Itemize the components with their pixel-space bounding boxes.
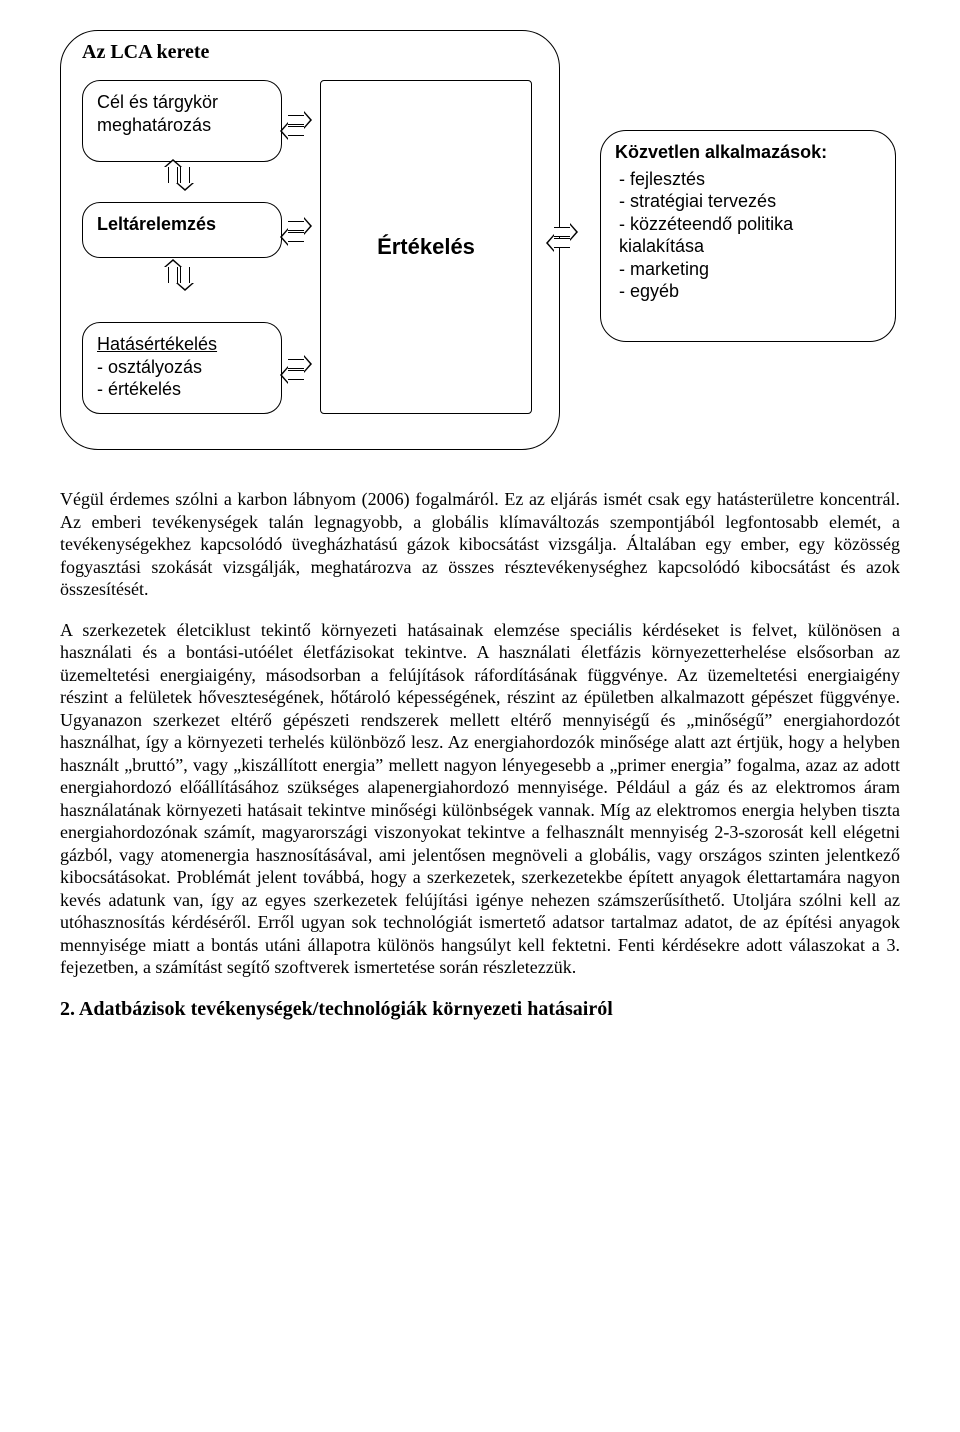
apps-title: Közvetlen alkalmazások:	[615, 141, 881, 164]
apps-item-1: stratégiai tervezés	[619, 190, 881, 213]
box-goal-scope: Cél és tárgykör meghatározás	[82, 80, 282, 162]
box-inventory: Leltárelemzés	[82, 202, 282, 258]
arrow-impact-eval	[288, 358, 304, 384]
impact-item-0: - osztályozás	[97, 357, 202, 377]
apps-item-4: egyéb	[619, 280, 881, 303]
arrow-inventory-eval	[288, 220, 304, 246]
paragraph-2: A szerkezetek életciklust tekintő környe…	[60, 619, 900, 979]
impact-item-1: - értékelés	[97, 379, 181, 399]
section-heading-2: 2. Adatbázisok tevékenységek/technológiá…	[60, 997, 900, 1022]
paragraph-1: Végül érdemes szólni a karbon lábnyom (2…	[60, 488, 900, 601]
impact-title: Hatásértékelés	[97, 334, 217, 354]
apps-item-0: fejlesztés	[619, 168, 881, 191]
frame-title: Az LCA kerete	[82, 40, 209, 65]
box-applications: Közvetlen alkalmazások: fejlesztés strat…	[600, 130, 896, 342]
arrow-goal-inventory	[166, 166, 192, 189]
arrow-inventory-impact	[166, 266, 192, 289]
box-evaluation: Értékelés	[320, 80, 532, 414]
arrow-eval-apps	[554, 226, 570, 252]
apps-list: fejlesztés stratégiai tervezés közzéteen…	[615, 168, 881, 303]
arrow-goal-eval	[288, 114, 304, 140]
apps-item-3: marketing	[619, 258, 881, 281]
apps-item-2: közzéteendő politika kialakítása	[619, 213, 881, 258]
box-impact: Hatásértékelés - osztályozás - értékelés	[82, 322, 282, 414]
lca-diagram: Az LCA kerete Cél és tárgykör meghatároz…	[60, 30, 900, 460]
